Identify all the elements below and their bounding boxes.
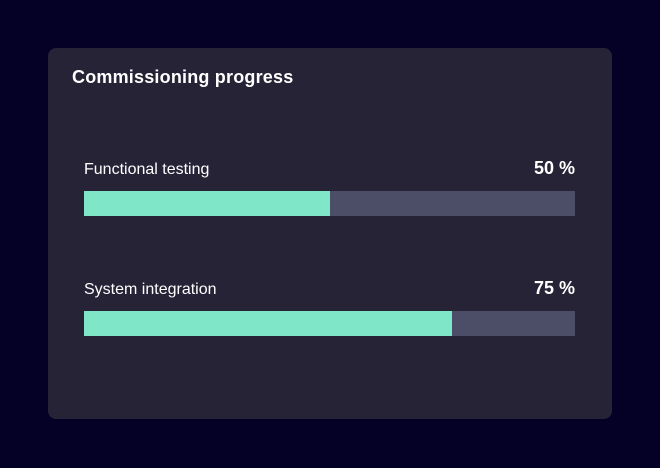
progress-track	[84, 311, 575, 336]
progress-fill	[84, 311, 453, 336]
progress-row-system-integration: System integration 75 %	[84, 276, 575, 336]
progress-value: 50 %	[533, 158, 575, 178]
progress-label: Functional testing	[84, 161, 210, 178]
commissioning-progress-card: Commissioning progress Functional testin…	[48, 48, 612, 419]
progress-fill	[84, 191, 330, 216]
progress-track	[84, 191, 575, 216]
progress-value: 75 %	[533, 278, 575, 298]
card-title: Commissioning progress	[72, 67, 294, 87]
progress-row-header: System integration 75 %	[84, 276, 575, 300]
progress-label: System integration	[84, 281, 217, 298]
progress-row-header: Functional testing 50 %	[84, 156, 575, 180]
progress-row-functional-testing: Functional testing 50 %	[84, 156, 575, 216]
